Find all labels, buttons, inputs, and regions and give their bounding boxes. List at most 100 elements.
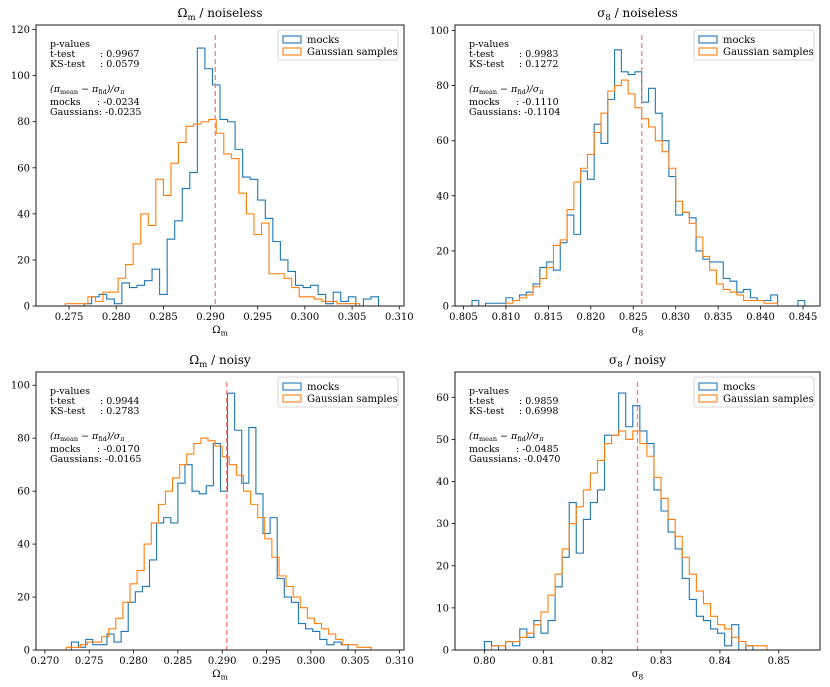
y-tick-label: 40 xyxy=(436,191,449,202)
y-tick-label: 0 xyxy=(24,302,30,313)
gaussian-histogram-series xyxy=(50,118,368,306)
x-tick-label: 0.80 xyxy=(473,656,495,667)
x-tick-label: 0.270 xyxy=(31,656,60,667)
x-tick-label: 0.83 xyxy=(650,656,672,667)
gaussian-legend-swatch xyxy=(282,394,302,403)
ratio-formula: (πmean − πfid)/σπ xyxy=(50,431,125,443)
annotation-label: t-test xyxy=(469,49,494,60)
annotation-label: KS-test xyxy=(469,406,504,417)
legend-entry: mocks xyxy=(307,35,339,46)
mocks-legend-swatch xyxy=(698,35,718,44)
annotation-value: -0.0235 xyxy=(105,107,141,118)
x-tick-label: 0.815 xyxy=(534,312,563,323)
x-tick-label: 0.84 xyxy=(709,656,731,667)
chart-title: σ8 / noiseless xyxy=(597,6,678,23)
y-tick-label: 60 xyxy=(17,487,30,498)
y-tick-label: 10 xyxy=(436,603,449,614)
chart-title: σ8 / noisy xyxy=(609,353,666,370)
x-tick-label: 0.810 xyxy=(492,312,521,323)
y-tick-label: 0 xyxy=(443,646,449,657)
mocks-legend-swatch xyxy=(698,382,718,391)
mocks-histogram-series xyxy=(483,392,789,650)
histogram-panel-1: 0.275 0.280 0.285 0.290 0.295 0.300 0.305 0.310… xyxy=(11,6,414,338)
gaussian-histogram-series xyxy=(484,430,803,650)
annotation-label: t-test xyxy=(50,49,75,60)
y-tick-label: 40 xyxy=(17,209,30,220)
x-tick-label: 0.295 xyxy=(243,312,272,323)
mocks-histogram-series xyxy=(50,47,387,306)
annotation-label: p-values xyxy=(50,39,90,50)
gaussian-histogram-series xyxy=(44,437,393,650)
x-axis-label: σ8 xyxy=(632,325,644,338)
y-tick-label: 20 xyxy=(17,593,30,604)
gaussian-histogram-series xyxy=(505,79,779,306)
ratio-formula: (πmean − πfid)/σπ xyxy=(469,84,544,96)
annotation-value: : -0.1110 xyxy=(516,97,559,108)
x-axis-label: σ8 xyxy=(632,669,644,682)
x-tick-label: 0.310 xyxy=(385,656,414,667)
legend-box xyxy=(693,376,815,408)
y-tick-label: 100 xyxy=(430,26,449,37)
x-tick-label: 0.305 xyxy=(338,312,367,323)
x-tick-label: 0.81 xyxy=(532,656,554,667)
annotation-value: : 0.9859 xyxy=(519,396,558,407)
ratio-formula: (πmean − πfid)/σπ xyxy=(50,84,125,96)
x-tick-label: 0.305 xyxy=(341,656,370,667)
annotation-value: -0.1104 xyxy=(524,107,560,118)
legend-entry: mocks xyxy=(723,35,755,46)
axes-frame xyxy=(454,371,821,651)
y-tick-label: 40 xyxy=(436,477,449,488)
x-tick-label: 0.805 xyxy=(449,312,478,323)
y-tick-label: 100 xyxy=(11,381,30,392)
ratio-formula: (πmean − πfid)/σπ xyxy=(469,431,544,443)
annotation-label: Gaussians: xyxy=(469,107,521,118)
x-tick-label: 0.300 xyxy=(291,312,320,323)
axes-frame xyxy=(454,24,821,307)
x-tick-label: 0.275 xyxy=(55,312,84,323)
x-tick-label: 0.825 xyxy=(619,312,648,323)
x-tick-label: 0.300 xyxy=(297,656,326,667)
annotation-value: : -0.0170 xyxy=(97,444,140,455)
axes-frame xyxy=(35,24,405,307)
annotation-label: Gaussians: xyxy=(50,454,102,465)
annotation-label: Gaussians: xyxy=(469,454,521,465)
chart-title: Ωm / noiseless xyxy=(178,6,263,23)
x-tick-label: 0.310 xyxy=(385,312,414,323)
gaussian-legend-swatch xyxy=(282,47,302,56)
x-tick-label: 0.820 xyxy=(576,312,605,323)
annotation-label: Gaussians: xyxy=(50,107,102,118)
legend-entry: mocks xyxy=(723,382,755,393)
mocks-legend-swatch xyxy=(282,382,302,391)
annotation-value: : 0.9967 xyxy=(100,49,139,60)
annotation-value: : 0.9983 xyxy=(519,49,558,60)
mocks-legend-swatch xyxy=(282,35,302,44)
annotation-label: KS-test xyxy=(50,59,85,70)
y-tick-label: 60 xyxy=(436,136,449,147)
annotation-value: : 0.0579 xyxy=(100,59,139,70)
y-tick-label: 40 xyxy=(17,540,30,551)
gaussian-legend-swatch xyxy=(698,47,718,56)
y-tick-label: 120 xyxy=(11,25,30,36)
y-tick-label: 60 xyxy=(17,163,30,174)
x-tick-label: 0.82 xyxy=(591,656,613,667)
y-tick-label: 80 xyxy=(436,81,449,92)
chart-title: Ωm / noisy xyxy=(189,353,251,370)
y-tick-label: 80 xyxy=(17,434,30,445)
x-tick-label: 0.280 xyxy=(119,656,148,667)
annotation-value: : 0.9944 xyxy=(100,396,139,407)
x-tick-label: 0.835 xyxy=(704,312,733,323)
annotation-label: KS-test xyxy=(469,59,504,70)
annotation-value: : -0.0234 xyxy=(97,97,140,108)
y-tick-label: 60 xyxy=(436,393,449,404)
legend-entry: mocks xyxy=(307,382,339,393)
annotation-label: mocks xyxy=(50,97,81,108)
x-tick-label: 0.290 xyxy=(208,656,237,667)
y-tick-label: 50 xyxy=(436,435,449,446)
y-tick-label: 100 xyxy=(11,71,30,82)
annotation-label: mocks xyxy=(469,444,500,455)
